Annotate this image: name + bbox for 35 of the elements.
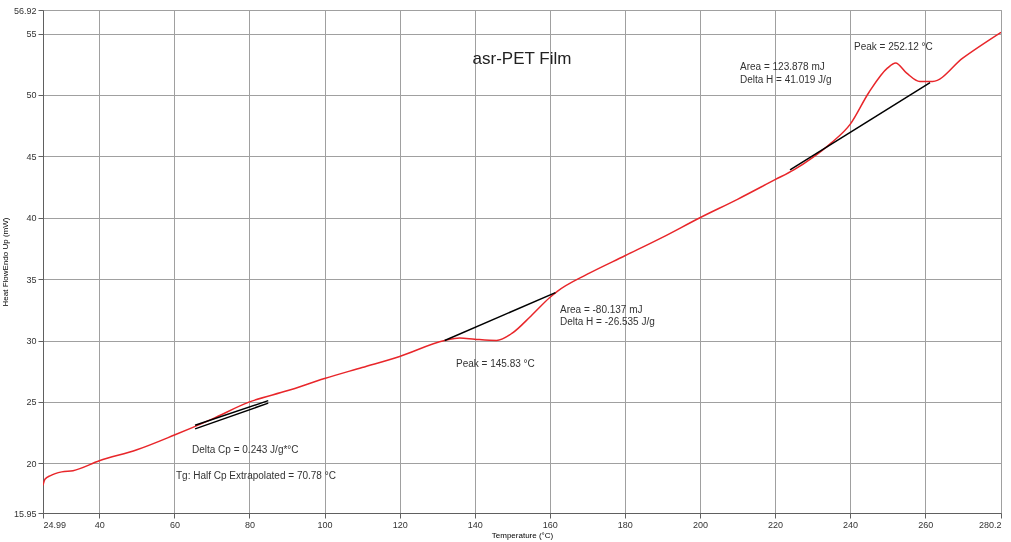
- x-tick-label: 100: [317, 519, 333, 530]
- x-tick-label: 180: [617, 519, 633, 530]
- x-tick-label: 280.2: [978, 519, 1002, 530]
- y-tick-label: 50: [26, 90, 37, 101]
- annotation: Delta Cp = 0.243 J/g*°C: [192, 444, 299, 455]
- y-tick-label: 55: [26, 29, 37, 40]
- x-tick-label: 140: [467, 519, 483, 530]
- annotation: Peak = 252.12 °C: [854, 41, 933, 52]
- y-tick-label: 45: [26, 151, 37, 162]
- x-tick-label: 200: [692, 519, 708, 530]
- y-tick-label: 25: [26, 397, 37, 408]
- x-tick-label: 120: [392, 519, 408, 530]
- annotation: Area = -80.137 mJ: [560, 304, 643, 315]
- annotation: Delta H = 41.019 J/g: [740, 74, 832, 85]
- x-tick-label: 40: [94, 519, 105, 530]
- x-tick-label: 220: [768, 519, 784, 530]
- y-axis-title: Heat FlowEndo Up (mW): [0, 217, 10, 307]
- text: asr-PET Film: [472, 49, 572, 68]
- x-tick-label: 60: [169, 519, 180, 530]
- y-tick-label: 40: [26, 213, 37, 224]
- x-tick-label: 24.99: [43, 519, 67, 530]
- annotation: Peak = 145.83 °C: [456, 358, 535, 369]
- annotation: Delta H = -26.535 J/g: [560, 316, 655, 327]
- x-axis-title: Temperature (°C): [491, 530, 554, 540]
- x-tick-label: 240: [843, 519, 859, 530]
- annotation: Area = 123.878 mJ: [740, 61, 825, 72]
- y-tick-label: 56.92: [13, 5, 37, 16]
- y-tick-label: 30: [26, 336, 37, 346]
- y-tick-label: 15.95: [13, 508, 37, 519]
- x-tick-label: 260: [918, 519, 934, 530]
- annotation: Tg: Half Cp Extrapolated = 70.78 °C: [176, 470, 336, 481]
- x-tick-label: 80: [244, 519, 255, 530]
- y-tick-label: 20: [26, 458, 37, 469]
- y-tick-label: 35: [26, 274, 37, 285]
- x-tick-label: 160: [542, 519, 558, 530]
